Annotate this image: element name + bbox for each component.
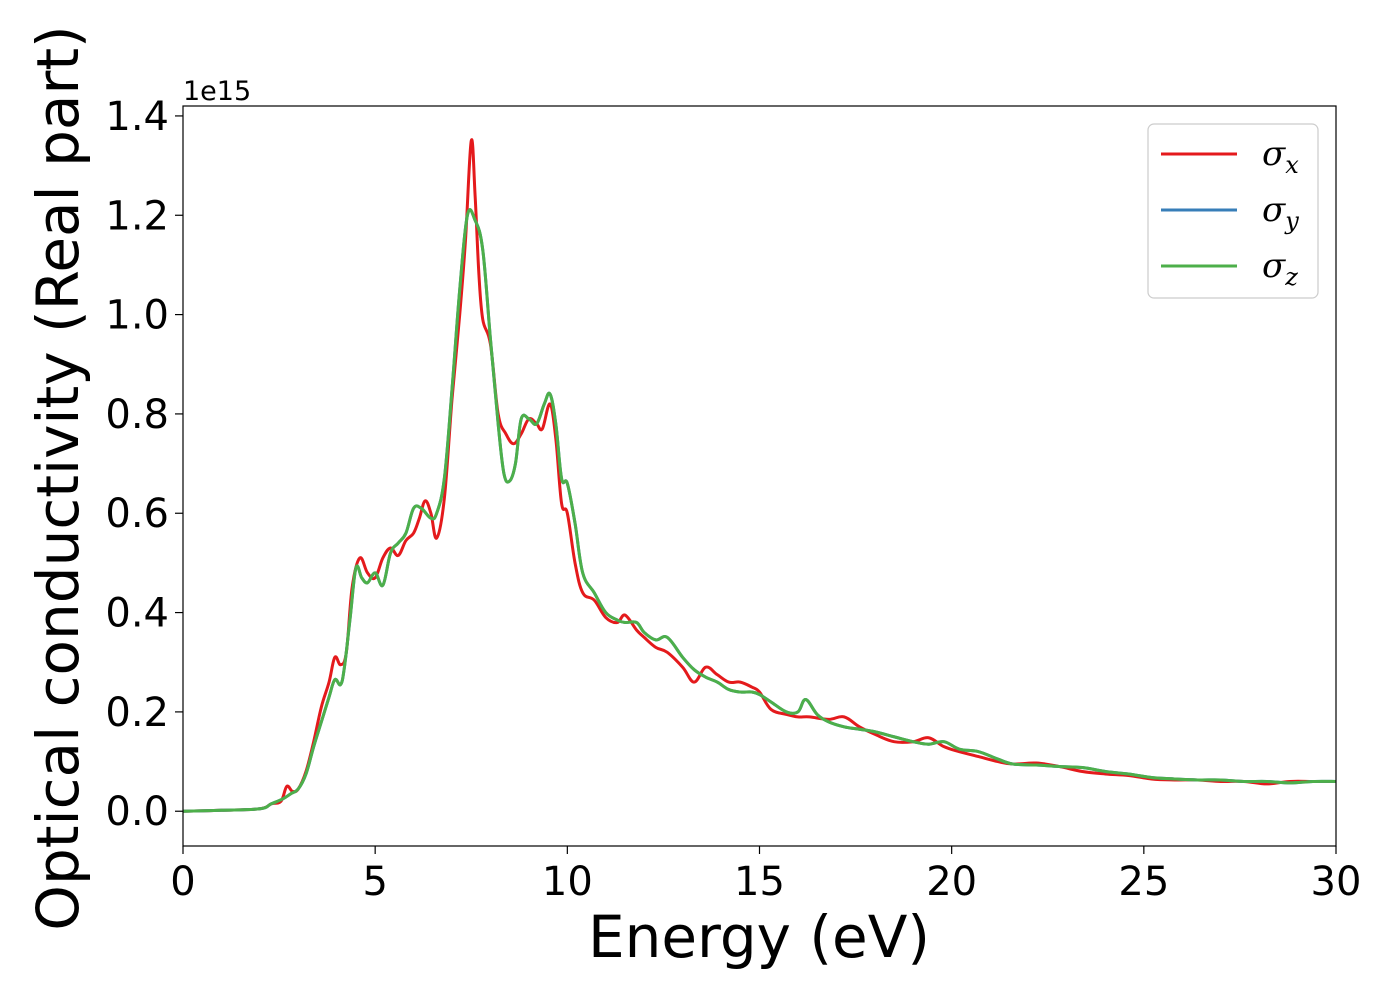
axes-layer: 0 5 10 15 20 25 30 0.0 0.2 0.4 0.6 0.8 1.0 1.2 1.4 [105,94,1361,905]
y-tick-label: 0.0 [105,789,169,835]
y-tick-label: 1.0 [105,293,169,339]
series-lines [183,138,1336,813]
series-line-z [183,208,1336,813]
x-tick-label: 30 [1311,859,1362,905]
y-tick-label: 1.4 [105,94,169,140]
series-line-y [183,208,1336,813]
legend-entry-z: σz [1262,246,1298,291]
x-tick-label: 5 [362,859,387,905]
legend-entry-y: σy [1262,190,1299,235]
y-tick-label: 0.6 [105,491,169,537]
x-tick-label: 0 [170,859,195,905]
y-tick-label: 0.4 [105,591,169,637]
legend: σx σy σz [1147,123,1319,299]
x-tick-label: 20 [926,859,977,905]
y-axis-label: Optical conductivity (Real part) [24,25,92,930]
x-tick-label: 15 [734,859,785,905]
series-layer [183,138,1336,813]
y-tick-label: 0.2 [105,690,169,736]
x-axis-label: Energy (eV) [588,903,930,971]
y-offset-label: 1e15 [183,76,251,107]
x-tick-label: 25 [1118,859,1169,905]
y-tick-label: 1.2 [105,193,169,239]
legend-entry-x: σx [1262,134,1299,179]
y-tick-label: 0.8 [105,392,169,438]
series-line-x [183,138,1336,813]
x-tick-label: 10 [542,859,593,905]
